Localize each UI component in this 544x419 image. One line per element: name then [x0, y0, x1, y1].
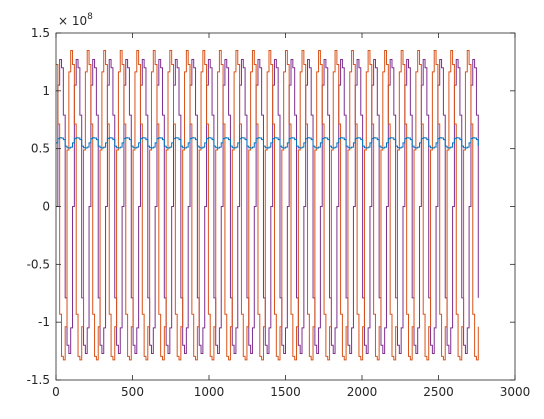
x-tick-label: 500 [121, 385, 144, 399]
y-tick-label: 1 [42, 84, 50, 98]
series-layer [56, 50, 479, 361]
x-axis: 0 500 1000 1500 2000 2500 3000 [52, 33, 530, 399]
y-tick-label: 0.5 [31, 142, 50, 156]
y-tick-label: 1.5 [31, 26, 50, 40]
y-tick-label: -1 [38, 315, 50, 329]
x-tick-label: 1000 [194, 385, 225, 399]
y-tick-label: -0.5 [27, 257, 50, 271]
x-tick-label: 2000 [347, 385, 378, 399]
y-tick-label: 0 [42, 200, 50, 214]
x-tick-label: 1500 [270, 385, 301, 399]
y-axis-exponent-power: 8 [87, 12, 93, 22]
y-tick-label: -1.5 [27, 373, 50, 387]
series-line-2 [56, 50, 479, 361]
y-axis-exponent-base: × 10 [58, 14, 87, 28]
y-axis-exponent-label: × 108 [58, 12, 93, 28]
x-tick-label: 0 [52, 385, 60, 399]
series-line-3 [56, 137, 479, 149]
x-tick-label: 3000 [500, 385, 531, 399]
y-axis: -1.5 -1 -0.5 0 0.5 1 1.5 [27, 26, 515, 387]
series-line-1 [56, 58, 479, 355]
x-tick-label: 2500 [423, 385, 454, 399]
